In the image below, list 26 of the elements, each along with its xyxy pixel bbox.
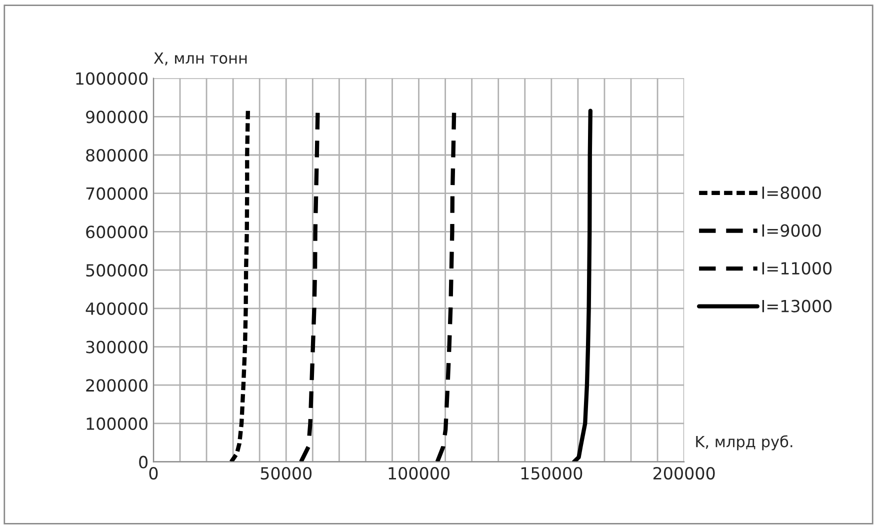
- legend-label: I=9000: [762, 224, 821, 237]
- line-series: [298, 110, 320, 462]
- legend-label: I=8000: [762, 186, 821, 200]
- y-tick-label: 400000: [86, 302, 148, 315]
- y-tick-label: 1000000: [76, 72, 148, 85]
- x-tick-label: 150000: [521, 466, 582, 480]
- x-tick-label: 200000: [653, 466, 715, 480]
- y-tick-label: 500000: [86, 264, 148, 277]
- legend-label: I=13000: [762, 300, 832, 312]
- x-tick-label: 0: [149, 466, 158, 480]
- y-tick-label: 0: [139, 456, 148, 468]
- y-axis-title: X, млн тонн: [154, 52, 247, 66]
- y-tick-label: 100000: [86, 417, 148, 430]
- y-tick-label: 200000: [86, 379, 148, 392]
- line-series: [229, 108, 250, 462]
- y-tick-label: 700000: [86, 187, 148, 200]
- y-tick-label: 800000: [86, 148, 148, 162]
- line-series: [435, 110, 456, 462]
- legend-label: I=11000: [762, 262, 832, 275]
- x-axis-title: K, млрд руб.: [696, 435, 792, 450]
- x-tick-label: 100000: [388, 466, 450, 480]
- x-tick-label: 50000: [260, 466, 312, 480]
- y-tick-label: 300000: [86, 340, 148, 354]
- line-series: [572, 108, 592, 462]
- y-tick-label: 600000: [86, 226, 148, 238]
- y-tick-label: 900000: [86, 110, 148, 124]
